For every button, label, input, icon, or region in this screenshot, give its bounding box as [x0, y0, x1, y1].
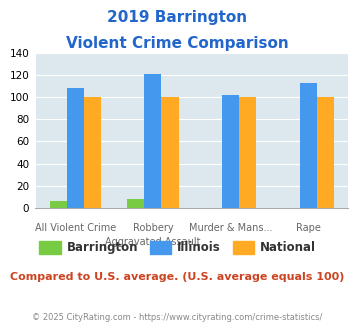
Bar: [317, 97, 334, 208]
Text: Violent Crime Comparison: Violent Crime Comparison: [66, 36, 289, 51]
Text: Aggravated Assault: Aggravated Assault: [105, 237, 201, 248]
Text: Murder & Mans...: Murder & Mans...: [189, 223, 272, 233]
Bar: [50, 201, 67, 208]
Text: Compared to U.S. average. (U.S. average equals 100): Compared to U.S. average. (U.S. average …: [10, 272, 345, 282]
Bar: [67, 88, 84, 208]
Text: 2019 Barrington: 2019 Barrington: [108, 10, 247, 25]
Bar: [222, 95, 239, 208]
Text: Robbery: Robbery: [132, 223, 173, 233]
Legend: Barrington, Illinois, National: Barrington, Illinois, National: [35, 236, 320, 259]
Text: Rape: Rape: [296, 223, 321, 233]
Bar: [239, 97, 256, 208]
Bar: [162, 97, 179, 208]
Bar: [300, 83, 317, 208]
Bar: [144, 74, 162, 208]
Text: All Violent Crime: All Violent Crime: [35, 223, 116, 233]
Text: © 2025 CityRating.com - https://www.cityrating.com/crime-statistics/: © 2025 CityRating.com - https://www.city…: [32, 313, 323, 322]
Bar: [84, 97, 101, 208]
Bar: [127, 199, 144, 208]
